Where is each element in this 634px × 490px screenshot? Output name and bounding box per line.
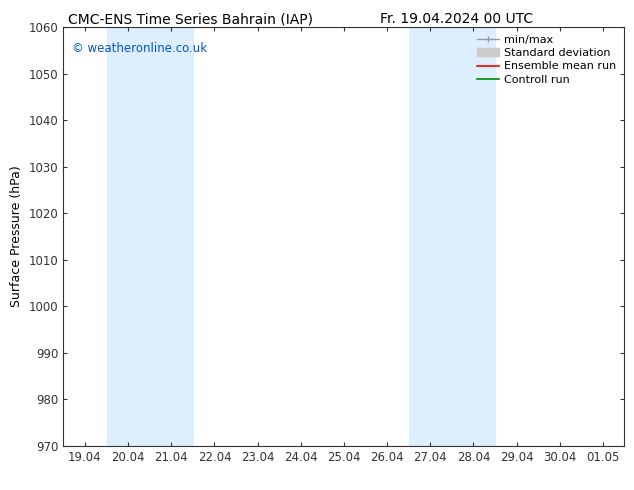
Text: Fr. 19.04.2024 00 UTC: Fr. 19.04.2024 00 UTC (380, 12, 533, 26)
Bar (107, 27, 193, 446)
Text: © weatheronline.co.uk: © weatheronline.co.uk (72, 42, 207, 54)
Legend: min/max, Standard deviation, Ensemble mean run, Controll run: min/max, Standard deviation, Ensemble me… (474, 32, 619, 87)
Text: CMC-ENS Time Series Bahrain (IAP): CMC-ENS Time Series Bahrain (IAP) (68, 12, 313, 26)
Y-axis label: Surface Pressure (hPa): Surface Pressure (hPa) (10, 166, 23, 307)
Bar (409, 27, 495, 446)
